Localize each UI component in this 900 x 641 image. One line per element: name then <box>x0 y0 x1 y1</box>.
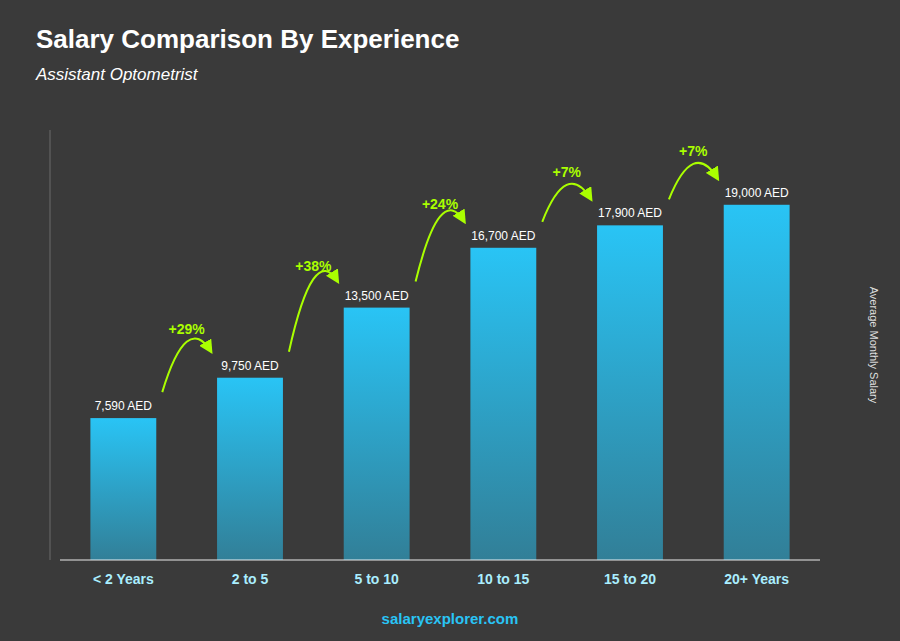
baseline <box>60 559 820 561</box>
bar <box>90 418 156 560</box>
growth-arrow <box>162 338 211 392</box>
bars <box>90 205 789 560</box>
category-label: < 2 Years <box>93 571 154 587</box>
annotation: +7% <box>552 164 581 180</box>
data-label: 9,750 AED <box>221 359 279 373</box>
chart-container: Salary Comparison By Experience Assistant… <box>0 0 900 641</box>
annotation: +24% <box>422 196 459 212</box>
bar <box>217 378 283 560</box>
data-label: 13,500 AED <box>345 289 409 303</box>
background <box>0 0 900 641</box>
bar <box>470 248 536 560</box>
growth-arrow <box>416 210 465 281</box>
category-label: 5 to 10 <box>354 571 399 587</box>
category-label: 2 to 5 <box>232 571 269 587</box>
title: Salary Comparison By Experience <box>36 24 459 54</box>
category-label: 15 to 20 <box>604 571 656 587</box>
y-axis-line <box>50 130 51 560</box>
footer: salaryexplorer.com <box>382 610 519 627</box>
growth-arrow <box>669 163 718 199</box>
y-axis-label: Average Monthly Salary <box>868 287 880 404</box>
annotation: +7% <box>679 143 708 159</box>
data-label: 7,590 AED <box>95 399 153 413</box>
data-label: 16,700 AED <box>471 229 535 243</box>
data-label: 19,000 AED <box>725 186 789 200</box>
category-label: 10 to 15 <box>477 571 529 587</box>
annotation: +38% <box>295 258 332 274</box>
data-label: 17,900 AED <box>598 206 662 220</box>
bar <box>344 308 410 560</box>
category-label: 20+ Years <box>724 571 789 587</box>
annotation: +29% <box>169 321 206 337</box>
bar <box>724 205 790 560</box>
growth-arrow <box>289 271 338 352</box>
growth-arrow <box>542 184 591 222</box>
bar <box>597 225 663 560</box>
chart: Salary Comparison By Experience Assistant… <box>0 0 900 641</box>
subtitle: Assistant Optometrist <box>35 65 199 84</box>
